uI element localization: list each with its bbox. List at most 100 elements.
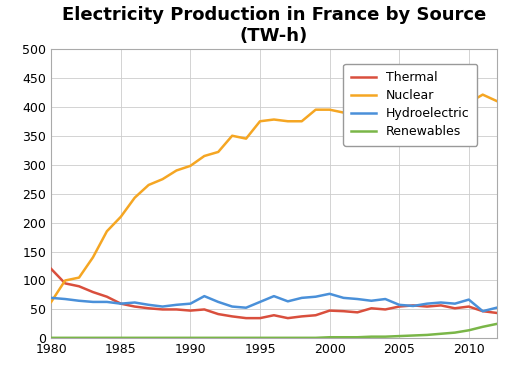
Nuclear — [229, 133, 235, 138]
Nuclear — [174, 168, 180, 173]
Nuclear — [187, 164, 194, 168]
Hydroelectric — [257, 300, 263, 304]
Renewables — [118, 335, 124, 340]
Hydroelectric — [298, 296, 305, 300]
Nuclear — [132, 196, 138, 200]
Hydroelectric — [285, 299, 291, 303]
Hydroelectric — [187, 302, 194, 306]
Thermal — [438, 303, 444, 308]
Thermal — [354, 310, 360, 315]
Renewables — [229, 335, 235, 340]
Thermal — [62, 281, 68, 286]
Nuclear — [382, 76, 389, 81]
Thermal — [160, 307, 166, 312]
Thermal — [48, 267, 54, 271]
Renewables — [285, 335, 291, 340]
Thermal — [285, 316, 291, 320]
Hydroelectric — [118, 302, 124, 306]
Hydroelectric — [452, 302, 458, 306]
Hydroelectric — [48, 296, 54, 300]
Hydroelectric — [410, 304, 416, 308]
Renewables — [438, 332, 444, 336]
Renewables — [410, 333, 416, 338]
Renewables — [201, 335, 207, 340]
Thermal — [76, 284, 82, 288]
Thermal — [118, 302, 124, 306]
Renewables — [90, 335, 96, 340]
Nuclear — [340, 110, 347, 115]
Renewables — [62, 335, 68, 340]
Thermal — [132, 304, 138, 309]
Thermal — [410, 303, 416, 308]
Renewables — [480, 324, 486, 329]
Nuclear — [48, 300, 54, 304]
Nuclear — [452, 110, 458, 114]
Hydroelectric — [368, 299, 374, 303]
Thermal — [396, 304, 402, 309]
Nuclear — [494, 99, 500, 103]
Renewables — [132, 335, 138, 340]
Renewables — [145, 335, 152, 340]
Thermal — [466, 304, 472, 309]
Renewables — [174, 335, 180, 340]
Thermal — [424, 304, 430, 309]
Nuclear — [410, 88, 416, 93]
Renewables — [313, 335, 319, 340]
Hydroelectric — [104, 300, 110, 304]
Nuclear — [62, 278, 68, 283]
Renewables — [160, 335, 166, 340]
Hydroelectric — [327, 291, 333, 296]
Thermal — [494, 311, 500, 315]
Renewables — [396, 334, 402, 338]
Nuclear — [271, 117, 277, 122]
Renewables — [104, 335, 110, 340]
Renewables — [424, 333, 430, 337]
Hydroelectric — [382, 297, 389, 301]
Nuclear — [243, 136, 249, 141]
Renewables — [494, 322, 500, 326]
Renewables — [340, 335, 347, 340]
Hydroelectric — [201, 294, 207, 299]
Nuclear — [480, 92, 486, 97]
Nuclear — [201, 154, 207, 158]
Renewables — [215, 335, 221, 340]
Thermal — [104, 294, 110, 299]
Thermal — [298, 314, 305, 318]
Hydroelectric — [354, 297, 360, 301]
Nuclear — [257, 119, 263, 124]
Title: Electricity Production in France by Source
(TW-h): Electricity Production in France by Sour… — [62, 6, 486, 44]
Nuclear — [438, 82, 444, 86]
Renewables — [271, 335, 277, 340]
Hydroelectric — [340, 296, 347, 300]
Renewables — [257, 335, 263, 340]
Thermal — [187, 308, 194, 313]
Hydroelectric — [145, 303, 152, 307]
Nuclear — [327, 108, 333, 112]
Hydroelectric — [160, 304, 166, 309]
Hydroelectric — [313, 294, 319, 299]
Renewables — [368, 334, 374, 339]
Thermal — [257, 316, 263, 320]
Thermal — [90, 290, 96, 294]
Renewables — [243, 335, 249, 340]
Renewables — [187, 335, 194, 340]
Hydroelectric — [76, 299, 82, 303]
Thermal — [243, 316, 249, 320]
Nuclear — [215, 150, 221, 154]
Nuclear — [285, 119, 291, 124]
Thermal — [452, 306, 458, 311]
Nuclear — [354, 93, 360, 97]
Nuclear — [118, 215, 124, 219]
Thermal — [174, 307, 180, 312]
Renewables — [327, 335, 333, 340]
Thermal — [229, 314, 235, 318]
Nuclear — [160, 177, 166, 182]
Renewables — [382, 334, 389, 339]
Renewables — [298, 335, 305, 340]
Nuclear — [298, 119, 305, 124]
Renewables — [76, 335, 82, 340]
Hydroelectric — [90, 300, 96, 304]
Hydroelectric — [480, 309, 486, 314]
Hydroelectric — [396, 303, 402, 307]
Thermal — [271, 313, 277, 317]
